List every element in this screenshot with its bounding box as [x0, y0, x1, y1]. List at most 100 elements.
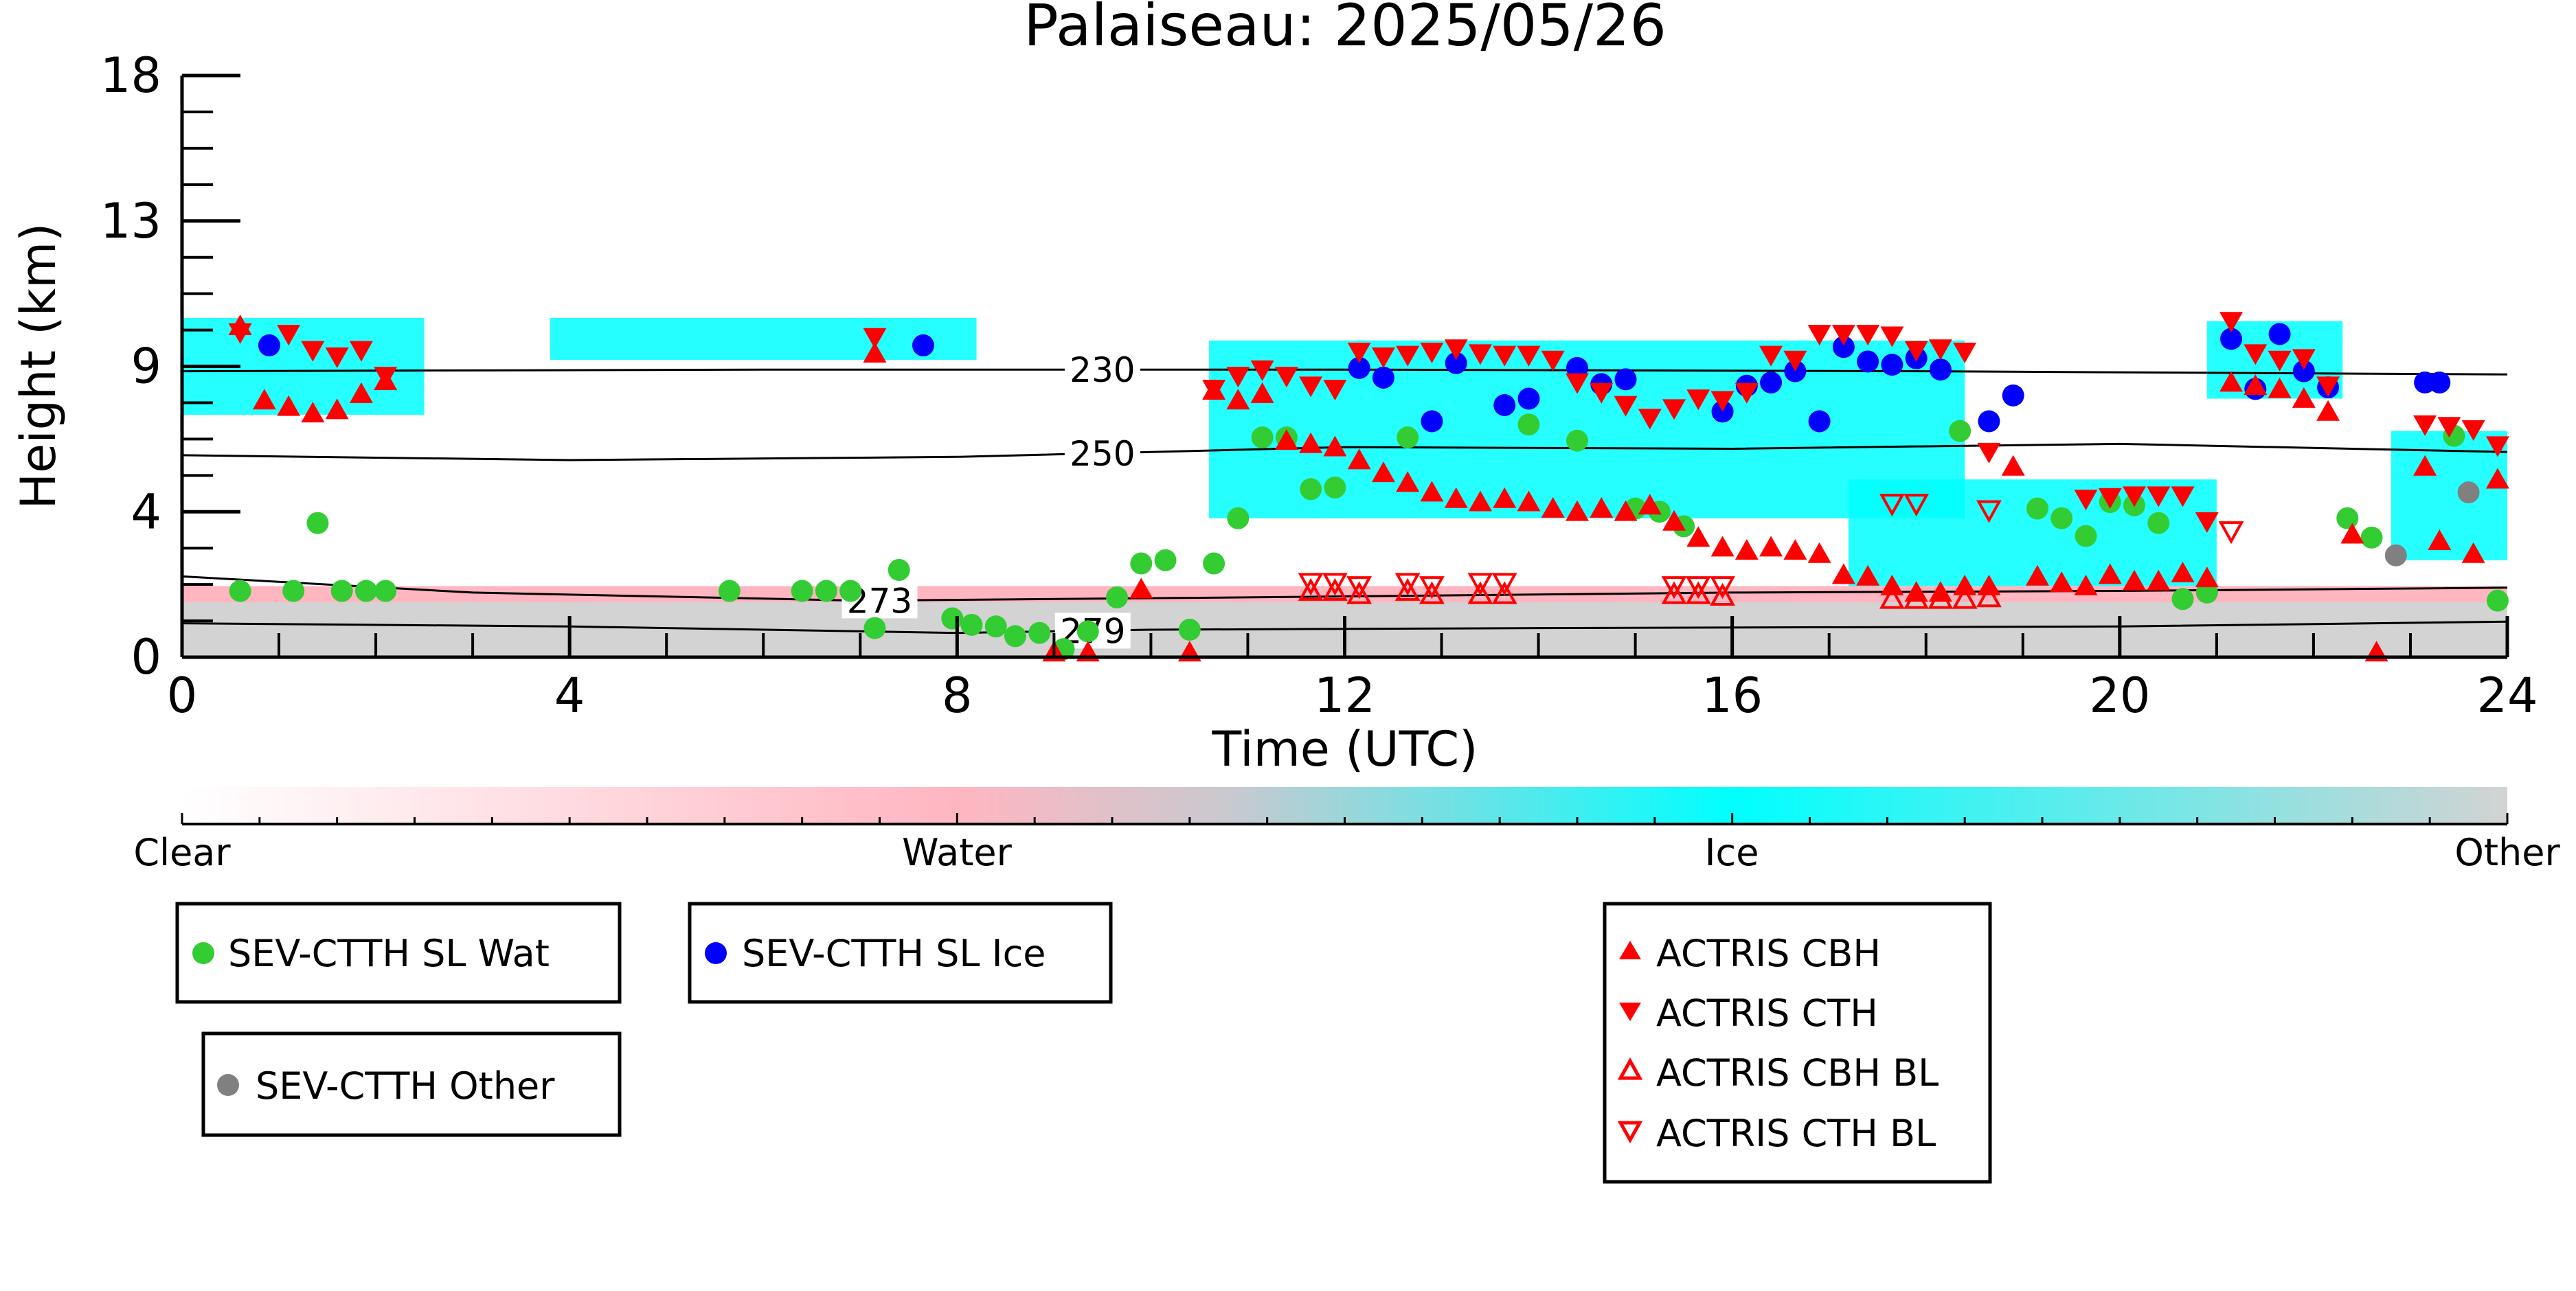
y-tick-label: 4 [131, 483, 161, 540]
marker-actris-cbh [2461, 542, 2485, 563]
marker-actris-cth [2098, 488, 2122, 509]
marker-actris-cbh [1686, 526, 1710, 547]
marker-sev-ctth-sl-wat [1397, 426, 1419, 449]
marker-actris-cth [863, 328, 887, 349]
marker-sev-ctth-sl-wat [1203, 552, 1225, 575]
cloud-region-ice [550, 317, 977, 361]
marker-actris-cbh-bl [1322, 578, 1348, 601]
marker-sev-ctth-other [2457, 481, 2480, 504]
marker-actris-cbh [1396, 471, 1420, 492]
marker-layer [228, 312, 2509, 662]
marker-sev-ctth-sl-wat [2336, 507, 2359, 529]
marker-actris-cbh [1299, 432, 1323, 453]
colorbar-label-ice: Ice [1705, 831, 1759, 874]
marker-sev-ctth-sl-wat [960, 613, 983, 636]
contour-label-bg [1064, 352, 1140, 388]
marker-actris-cth [2316, 376, 2340, 398]
marker-sev-ctth-sl-wat [941, 607, 964, 630]
colorbar: Clear Water Ice Other [133, 787, 2560, 874]
marker-sev-ctth-sl-wat [1004, 625, 1026, 648]
legend-box [175, 902, 622, 1004]
marker-actris-cth [1444, 339, 1468, 361]
marker-actris-cbh [2316, 400, 2340, 421]
marker-actris-cbh-bl [1419, 581, 1445, 604]
legend-label-actris-cbh-bl: ACTRIS CBH BL [1656, 1051, 1939, 1095]
colorbar-label-water: Water [902, 831, 1012, 874]
legend-box [1603, 902, 1992, 1184]
marker-actris-cth-bl [1394, 573, 1421, 596]
x-tick-label: 24 [2476, 667, 2538, 724]
marker-sev-ctth-sl-ice [258, 334, 280, 356]
marker-actris-cbh [2050, 571, 2074, 593]
marker-sev-ctth-sl-wat [330, 580, 353, 602]
marker-actris-cth [1904, 341, 1928, 362]
marker-sev-ctth-sl-ice [2220, 328, 2243, 350]
marker-actris-cth [325, 347, 349, 369]
legend-marker-actris-cbh [1619, 941, 1641, 959]
contour-line-250 [181, 442, 2508, 461]
marker-actris-cth [1735, 382, 1759, 404]
marker-actris-cth [1420, 342, 1444, 363]
marker-actris-cbh [2147, 569, 2171, 591]
marker-actris-cbh [1759, 536, 1783, 557]
marker-actris-cth-bl [1879, 494, 1905, 517]
marker-actris-cth-bl [1419, 576, 1445, 599]
marker-actris-cth [2437, 417, 2461, 438]
legend-label-actris-cbh: ACTRIS CBH [1656, 932, 1881, 975]
marker-sev-ctth-sl-wat [2147, 512, 2170, 534]
legend-marker-sev-wat [192, 942, 214, 964]
x-tick-label: 4 [554, 667, 585, 724]
marker-actris-cth [1614, 396, 1638, 417]
marker-actris-cbh-bl [1903, 586, 1930, 609]
marker-actris-cbh [1250, 382, 1274, 403]
marker-actris-cth-bl [1467, 573, 1493, 596]
marker-actris-cbh [1468, 490, 1492, 512]
marker-actris-cth [1638, 409, 1662, 430]
marker-sev-ctth-sl-wat [1324, 476, 1346, 499]
marker-actris-cth [2122, 486, 2146, 507]
marker-sev-ctth-sl-ice [1348, 356, 1370, 379]
legend-marker-actris-cth-bl [1617, 1121, 1643, 1144]
marker-actris-cth-bl [1976, 500, 2002, 523]
marker-actris-cbh [2122, 569, 2146, 591]
marker-actris-cth [1880, 326, 1904, 347]
marker-actris-cbh [252, 389, 276, 410]
marker-actris-cbh [1444, 487, 1468, 508]
x-tick-label: 0 [167, 667, 198, 724]
marker-sev-ctth-sl-wat [1300, 478, 1322, 501]
marker-actris-cbh [1371, 461, 1395, 483]
marker-actris-cbh [2195, 567, 2219, 588]
marker-sev-ctth-sl-ice [1760, 372, 1783, 394]
marker-actris-cth [1202, 380, 1226, 401]
marker-sev-ctth-sl-wat [1251, 426, 1274, 449]
marker-sev-ctth-sl-wat [2360, 526, 2383, 549]
marker-actris-cth [2074, 490, 2098, 511]
x-tick-label: 12 [1314, 667, 1375, 724]
marker-actris-cth [1250, 360, 1274, 381]
marker-actris-cth [1831, 325, 1855, 346]
x-tick-label: 16 [1702, 667, 1763, 724]
marker-actris-cth [2461, 420, 2485, 441]
marker-sev-ctth-sl-ice [1445, 352, 1467, 374]
marker-actris-cth [2244, 344, 2268, 365]
marker-actris-cth [2147, 486, 2171, 507]
marker-sev-ctth-sl-wat [1566, 429, 1588, 452]
marker-sev-ctth-sl-ice [1978, 410, 2000, 433]
marker-actris-cth [1710, 391, 1735, 412]
marker-actris-cth [1323, 380, 1347, 401]
marker-sev-ctth-sl-wat [2075, 525, 2097, 547]
x-axis-label: Time (UTC) [1212, 721, 1478, 777]
marker-actris-cbh [1274, 429, 1298, 450]
marker-actris-cbh [2171, 562, 2195, 583]
y-tick-label: 13 [100, 193, 161, 249]
marker-sev-ctth-sl-wat [839, 580, 862, 602]
marker-actris-cbh [1856, 564, 1880, 586]
marker-actris-cth [1662, 399, 1686, 420]
marker-actris-cth [2413, 415, 2437, 436]
marker-actris-cbh [2268, 377, 2292, 398]
marker-sev-ctth-sl-ice [2428, 372, 2451, 394]
marker-actris-cth [2195, 512, 2219, 534]
marker-actris-cbh [1420, 481, 1444, 502]
marker-actris-cth-bl [1685, 576, 1711, 599]
contour-label-230: 230 [1070, 350, 1135, 390]
